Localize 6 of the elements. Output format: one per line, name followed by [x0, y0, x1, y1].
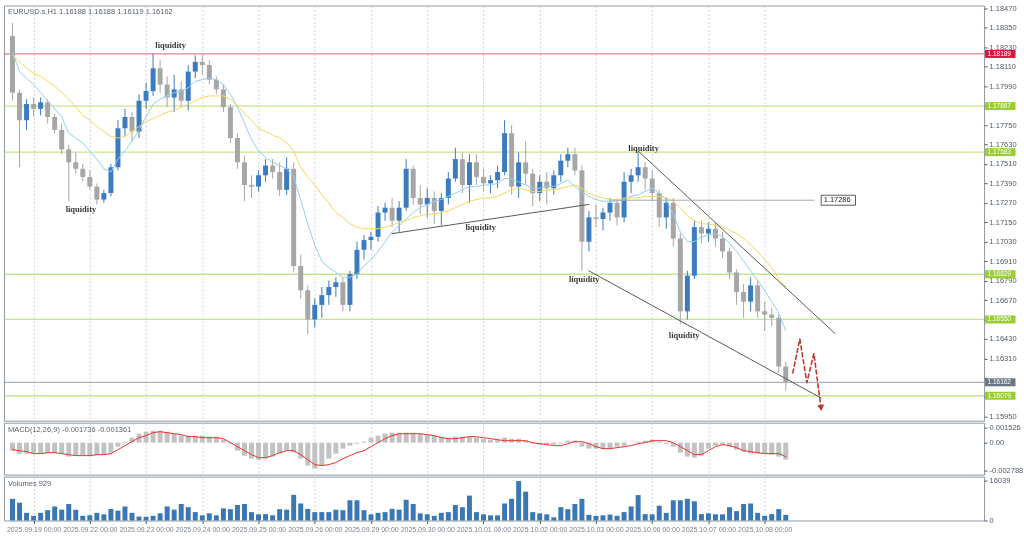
annotation: liquidity	[628, 143, 660, 154]
annotation: liquidity	[465, 221, 497, 232]
annotation: liquidity	[668, 330, 701, 341]
annotation: liquidity	[65, 204, 97, 215]
annotation: liquidity	[568, 274, 601, 285]
annotation: liquidity	[155, 39, 187, 50]
